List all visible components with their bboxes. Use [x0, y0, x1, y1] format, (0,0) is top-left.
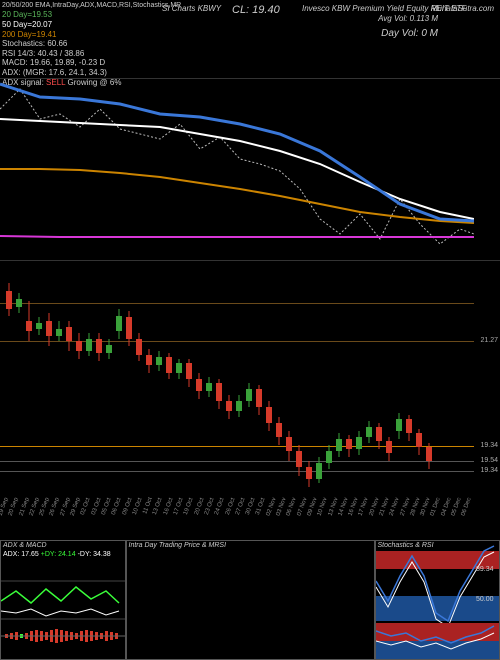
mini-stoch-rsi: Stochastics & RSI 89.3450.00	[375, 540, 500, 660]
svg-text:89.34: 89.34	[476, 566, 494, 573]
stoch-chart: 89.34 50.00	[376, 541, 500, 660]
mini-adx-macd: ADX & MACD ADX: 17.65 +DY: 24.14 -DY: 34…	[0, 540, 126, 660]
ma-chart	[0, 79, 474, 259]
macd-label: MACD: 19.66, 19.89, -0.23 D	[2, 58, 498, 68]
stoch-label: Stochastics: 60.66	[2, 39, 498, 49]
close-price: CL: 19.40	[232, 4, 280, 17]
svg-text:50.00: 50.00	[476, 596, 494, 603]
price-label: 19.34	[480, 442, 498, 449]
mini-intraday: Intra Day Trading Price & MRSI	[126, 540, 375, 660]
candle-panel: 21.27 19.34 19.54 19.34 19 Sep20 Sep21 Sep2…	[0, 260, 500, 520]
rsi-label: RSI 14/3: 40.43 / 38.86	[2, 49, 498, 59]
candle-chart	[0, 261, 474, 497]
adx-chart	[1, 541, 126, 660]
adx-mgr-label: ADX: (MGR: 17.6, 24.1, 34.3)	[2, 68, 498, 78]
indicator-row: ADX & MACD ADX: 17.65 +DY: 24.14 -DY: 34…	[0, 540, 500, 660]
chart-title: SI Charts KBWY	[162, 4, 221, 14]
x-axis: 19 Sep20 Sep21 Sep22 Sep25 Sep26 Sep27 S…	[0, 498, 474, 520]
ma-panel	[0, 78, 500, 258]
price-label: 19.54	[480, 457, 498, 464]
price-label: 21.27	[480, 337, 498, 344]
price-label: 19.34	[480, 467, 498, 474]
avg-vol: Avg Vol: 0.113 M	[378, 14, 438, 24]
day-vol: Day Vol: 0 M	[381, 28, 438, 40]
site-label: MunafaSutra.com	[431, 4, 494, 14]
header: 20/50/200 EMA,IntraDay,ADX,MACD,RSI,Stoc…	[2, 2, 498, 77]
